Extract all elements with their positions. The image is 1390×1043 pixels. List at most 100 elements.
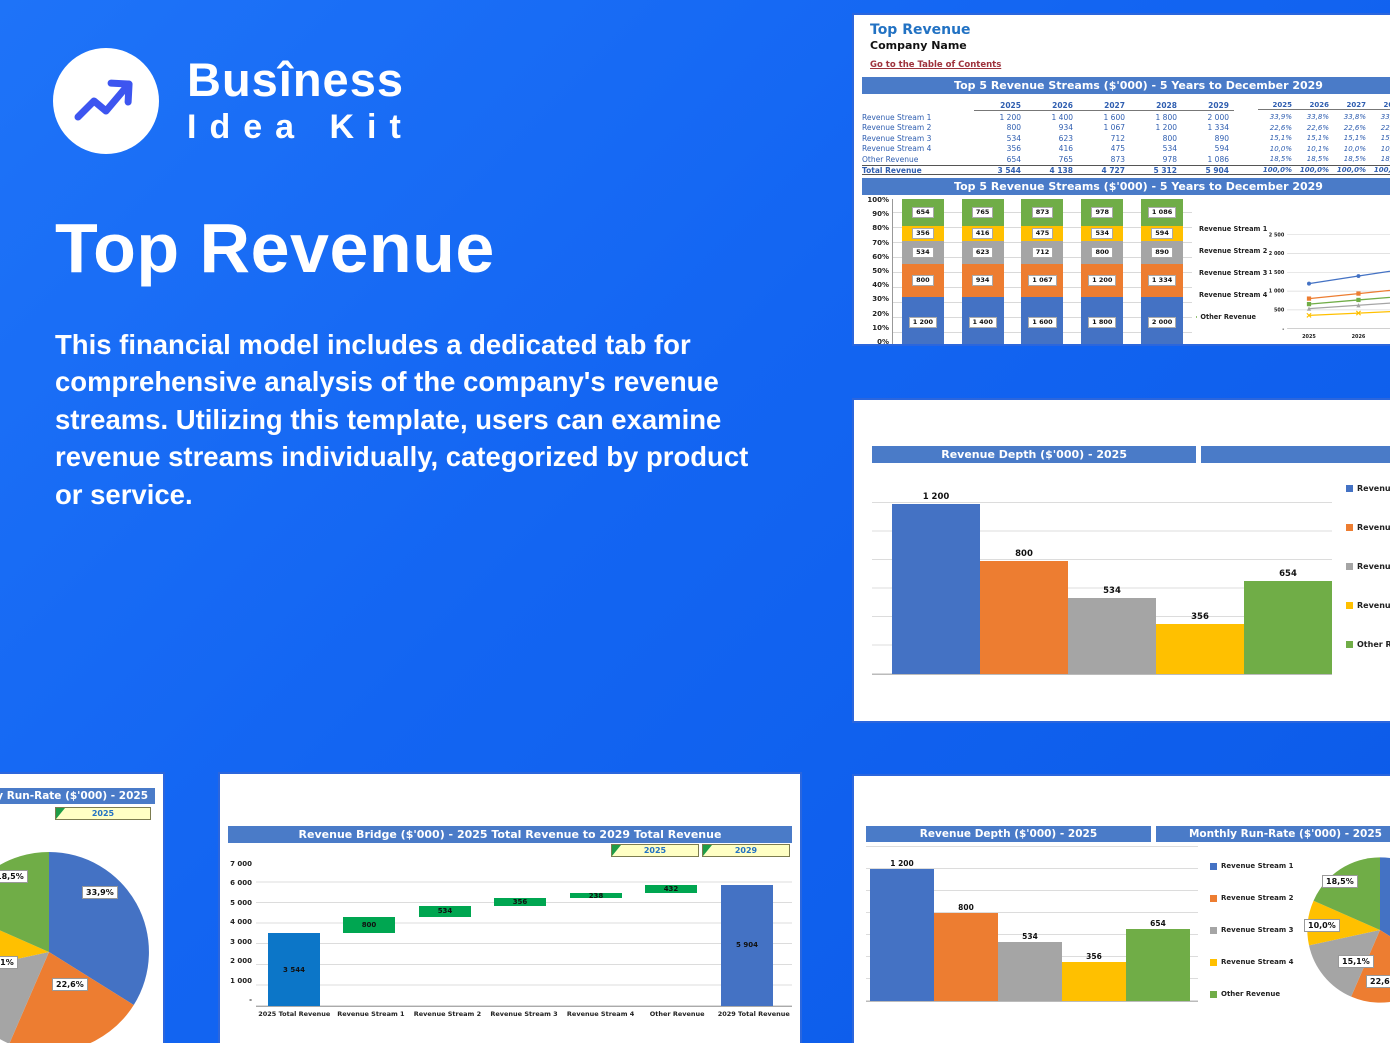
- waterfall-bar-stream-1: 800: [343, 916, 395, 934]
- bar-revenue-stream-2: [980, 561, 1068, 674]
- bar-revenue-stream-3: [998, 942, 1062, 1001]
- table-section-header: Top 5 Revenue Streams ($'000) - 5 Years …: [862, 77, 1390, 94]
- waterfall-bar-stream-3: 356: [494, 898, 546, 906]
- year-dropdown[interactable]: 2025: [55, 807, 151, 820]
- chart-title: Revenue Bridge ($'000) - 2025 Total Reve…: [228, 826, 792, 843]
- panel-depth-and-runrate: Revenue Depth ($'000) - 2025 Monthly Run…: [852, 774, 1390, 1043]
- chart-title: Revenue Depth ($'000) - 2025: [866, 826, 1151, 842]
- brand-line1: Busîness: [187, 53, 404, 107]
- svg-text:-: -: [1282, 326, 1284, 332]
- legend-item: Revenue Stream 4: [1199, 291, 1268, 299]
- sheet-charts-row: 100% 90% 80% 70% 60% 50% 40% 30% 20% 10% 0% 6…: [862, 196, 1390, 346]
- toc-link[interactable]: Go to the Table of Contents: [870, 60, 1002, 70]
- series-legend: Revenue Stream 1 Revenue Stream 2 Revenu…: [1192, 199, 1268, 344]
- legend-swatch: [1210, 958, 1217, 966]
- year-col: 2026: [1026, 101, 1078, 111]
- table-header-row: 2025 2026 2027 2028 2029 2025 2026 2027 …: [862, 99, 1390, 112]
- bar-other-revenue: [1244, 581, 1332, 674]
- bar-revenue-stream-2: [934, 913, 998, 1001]
- year-col: 2029: [1182, 101, 1234, 111]
- table-row: Revenue Stream 4 356 416 475 534 594 10,…: [862, 144, 1390, 154]
- bar-revenue-stream-1: [870, 869, 934, 1001]
- pie-label-orange: 22,6%: [1366, 975, 1390, 988]
- year-to-dropdown[interactable]: 2029: [702, 844, 790, 857]
- waterfall-bar-stream-2: 534: [419, 905, 471, 917]
- page-description: This financial model includes a dedicate…: [55, 329, 749, 510]
- trend-arrow-icon: [74, 79, 133, 121]
- waterfall-bar-2025-total: 3 544: [268, 933, 320, 1006]
- line-marker-icon: [1196, 316, 1198, 318]
- year-from-dropdown[interactable]: 2025: [611, 844, 699, 857]
- panel-monthly-runrate-pie: Monthly Run-Rate ($'000) - 2025 2025 33,…: [0, 772, 165, 1043]
- waterfall-y-axis: 7 000 6 000 5 000 4 000 3 000 2 000 1 000-: [230, 860, 252, 1004]
- bar-revenue-stream-4: [1062, 962, 1126, 1001]
- bridge-dropdowns: 2025 2029: [220, 844, 790, 857]
- next-chart-header-fragment: [1201, 446, 1390, 463]
- legend-swatch: [1346, 485, 1353, 492]
- table-row: Revenue Stream 2 800 934 1 067 1 200 1 3…: [862, 123, 1390, 133]
- stacked-y-axis: 100% 90% 80% 70% 60% 50% 40% 30% 20% 10% 0%: [867, 196, 889, 346]
- svg-text:1 500: 1 500: [1269, 270, 1285, 276]
- table-row: Revenue Stream 1 1 200 1 400 1 600 1 800…: [862, 112, 1390, 122]
- legend-item: Revenue Stream 1: [1199, 225, 1268, 233]
- stacked-column-2027: 873 475 712 1 067 1 600: [1021, 199, 1064, 344]
- panel-revenue-depth: Revenue Depth ($'000) - 2025 1 200 800 5…: [852, 398, 1390, 723]
- legend-swatch: [1210, 926, 1217, 934]
- svg-text:2025: 2025: [1302, 334, 1316, 340]
- year-col: 2027: [1078, 101, 1130, 111]
- stacked-column-2026: 765 416 623 934 1 400: [961, 199, 1004, 344]
- waterfall-chart: 7 000 6 000 5 000 4 000 3 000 2 000 1 000- …: [222, 860, 792, 1007]
- depth-bar-chart: 1 200 800 534 356 654: [872, 475, 1332, 675]
- pie-label-green: 18,5%: [0, 870, 28, 883]
- logo-circle: [53, 48, 159, 154]
- waterfall-bar-other: 432: [645, 884, 697, 894]
- bar-revenue-stream-1: [892, 504, 980, 674]
- stacked-column-2029: 1 086 594 890 1 334 2 000: [1141, 199, 1184, 344]
- bar-revenue-stream-4: [1156, 624, 1244, 674]
- legend-swatch: [1346, 524, 1353, 531]
- svg-text:1 000: 1 000: [1269, 289, 1285, 295]
- brand-line2: Idea Kit: [187, 107, 414, 146]
- svg-text:2026: 2026: [1352, 334, 1366, 340]
- chart-section-header: Top 5 Revenue Streams ($'000) - 5 Years …: [862, 178, 1390, 195]
- legend-swatch: [1210, 990, 1217, 998]
- chart-title: Monthly Run-Rate ($'000) - 2025: [0, 788, 155, 804]
- pct-year-col: 2028: [1369, 101, 1390, 110]
- brand-logo: Busîness Idea Kit: [53, 48, 414, 154]
- svg-text:500: 500: [1274, 307, 1285, 313]
- page-title: Top Revenue: [55, 209, 495, 287]
- waterfall-plot: 3 544 800 534 356 238 432 5 904: [256, 863, 792, 1007]
- pie-label-blue: 33,9%: [82, 886, 118, 899]
- pie-label-green: 18,5%: [1322, 875, 1358, 888]
- svg-text:2 000: 2 000: [1269, 251, 1285, 257]
- stacked-plot: 654 356 534 800 1 200 765 416 623 934 1 …: [892, 199, 1192, 344]
- pct-year-col: 2026: [1295, 101, 1332, 110]
- table-row: Other Revenue 654 765 873 978 1 086 18,5…: [862, 154, 1390, 164]
- legend-swatch: [1210, 894, 1217, 902]
- legend-item: Revenue Stream 2: [1199, 247, 1268, 255]
- pie-label-gray: 15,1%: [1338, 955, 1374, 968]
- waterfall-bar-stream-4: 238: [570, 892, 622, 900]
- sheet-company: Company Name: [870, 39, 967, 52]
- waterfall-bar-2029-total: 5 904: [721, 884, 773, 1006]
- revenue-table: 2025 2026 2027 2028 2029 2025 2026 2027 …: [862, 99, 1390, 175]
- pie-label-gray: 15,1%: [0, 956, 18, 969]
- svg-text:2 500: 2 500: [1269, 232, 1285, 238]
- brand-text: Busîness Idea Kit: [187, 55, 414, 146]
- legend-item: Revenue Stream 3: [1199, 269, 1268, 277]
- legend-swatch: [1346, 563, 1353, 570]
- table-total-row: Total Revenue 3 544 4 138 4 727 5 312 5 …: [862, 164, 1390, 175]
- legend-swatch: [1346, 602, 1353, 609]
- legend-swatch: [1210, 862, 1217, 870]
- legend-item: Other Revenue: [1196, 313, 1256, 321]
- depth-legend: Revenue Stream 1 Revenue Stream 2 Revenu…: [1210, 862, 1294, 998]
- stacked-column-2025: 654 356 534 800 1 200: [901, 199, 944, 344]
- chart-title: Revenue Depth ($'000) - 2025: [872, 446, 1197, 463]
- chart-title-runrate: Monthly Run-Rate ($'000) - 2025: [1155, 826, 1390, 842]
- year-col: 2025: [974, 101, 1026, 111]
- bar-revenue-stream-3: [1068, 598, 1156, 674]
- sheet-title: Top Revenue: [870, 22, 971, 38]
- depth-bar-chart-small: 1 200 800 534 356 654: [866, 846, 1198, 1002]
- year-col: 2028: [1130, 101, 1182, 111]
